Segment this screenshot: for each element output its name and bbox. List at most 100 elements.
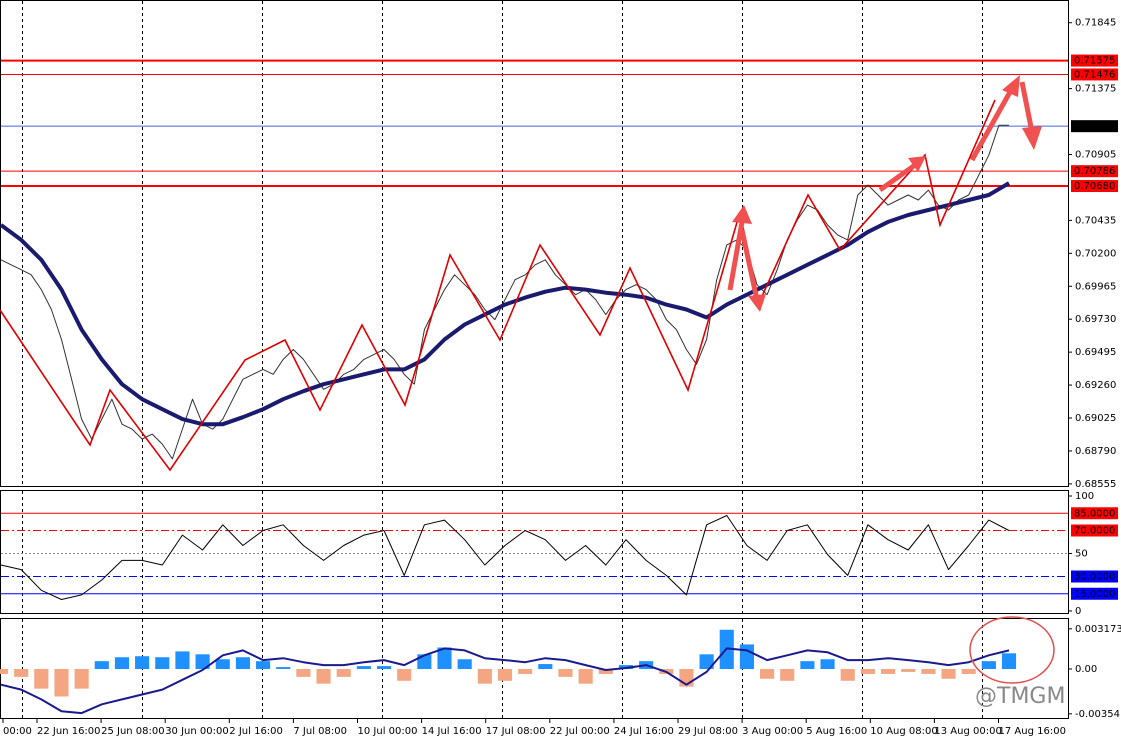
histogram-bar	[840, 669, 855, 681]
level-label: 85.0000	[1074, 508, 1115, 519]
histogram-bar	[780, 669, 795, 681]
x-tick-label: 2 Jul 16:00	[229, 726, 283, 737]
y-tick-label: 50	[1075, 549, 1088, 560]
histogram-bar	[155, 657, 170, 670]
x-tick-label: 17 Jul 08:00	[486, 726, 546, 737]
histogram-bar	[1001, 653, 1017, 670]
x-tick-label: 3 Aug 00:00	[742, 726, 803, 737]
level-label-box	[1071, 180, 1118, 193]
level-label: 0.71107	[1074, 121, 1115, 132]
level-label: 70.0000	[1074, 526, 1115, 537]
x-tick-label: 29 Jul 08:00	[678, 726, 738, 737]
level-label-box	[1071, 54, 1118, 67]
histogram-bar	[135, 656, 150, 670]
y-tick-label: 0.69965	[1075, 281, 1116, 292]
highlight-circle	[969, 616, 1055, 684]
histogram-bar	[215, 659, 230, 670]
y-tick-label: 0.00	[1075, 664, 1097, 675]
series-line	[0, 647, 1010, 715]
histogram-bar	[256, 661, 271, 670]
x-tick-label: 00:00	[3, 726, 32, 737]
y-tick-label: 0.69730	[1075, 314, 1116, 325]
histogram-bar	[760, 669, 775, 679]
histogram-bar	[901, 669, 916, 672]
histogram-bar	[941, 669, 956, 679]
histogram-bar	[538, 664, 553, 670]
histogram-bar	[336, 669, 351, 677]
arrowhead	[908, 156, 926, 172]
y-tick-label: 0.71845	[1075, 18, 1116, 29]
y-tick-label: 0.69025	[1075, 413, 1116, 424]
histogram-bar	[880, 669, 896, 674]
histogram-bar	[296, 669, 311, 677]
level-label-box	[1071, 120, 1118, 133]
x-tick-label: 7 Jul 08:00	[293, 726, 347, 737]
level-label: 30.0000	[1074, 572, 1115, 583]
y-tick-label: 0.68555	[1075, 479, 1116, 490]
arrow	[878, 162, 917, 193]
histogram-bar	[860, 669, 875, 674]
x-tick-label: 10 Jul 00:00	[358, 726, 418, 737]
histogram-bar	[0, 669, 9, 674]
x-tick-label: 17 Aug 16:00	[999, 726, 1066, 737]
histogram-bar	[276, 667, 291, 670]
histogram-bar	[356, 666, 371, 670]
macd-panel-frame	[0, 618, 1069, 719]
histogram-bar	[800, 661, 815, 670]
histogram-bar	[820, 659, 835, 670]
arrow	[739, 229, 760, 301]
histogram-bar	[739, 644, 754, 670]
arrowhead	[748, 294, 766, 312]
histogram-bar	[417, 654, 432, 670]
oscillator-panel-frame	[0, 490, 1069, 614]
level-label-box	[1071, 507, 1118, 520]
histogram-bar	[94, 661, 109, 670]
x-tick-label: 10 Aug 08:00	[870, 726, 937, 737]
histogram-bar	[518, 669, 533, 674]
y-tick-label: 0.0031736	[1075, 624, 1121, 635]
y-tick-label: 0.70905	[1075, 149, 1116, 160]
histogram-bar	[437, 647, 452, 670]
x-tick-label: 13 Aug 00:00	[934, 726, 1001, 737]
x-tick-label: 25 Jun 08:00	[101, 726, 165, 737]
histogram-bar	[497, 669, 513, 681]
zigzag-annotation	[0, 99, 996, 472]
level-label: 0.71476	[1074, 69, 1115, 80]
series-line	[0, 515, 1010, 600]
level-label-box	[1071, 570, 1118, 583]
series-line	[0, 124, 1009, 460]
arrow	[1019, 81, 1035, 133]
level-label: 0.70680	[1074, 181, 1115, 192]
y-tick-label: 0.70435	[1075, 215, 1116, 226]
histogram-bar	[961, 669, 976, 674]
price-panel-frame	[0, 0, 1069, 487]
histogram-bar	[316, 669, 331, 684]
y-tick-label: -0.003541	[1075, 709, 1121, 720]
y-tick-label: 0.71375	[1075, 84, 1116, 95]
histogram-bar	[235, 657, 250, 670]
histogram-bar	[195, 654, 210, 670]
y-tick-label: 0.69495	[1075, 347, 1116, 358]
x-tick-label: 22 Jun 16:00	[37, 726, 101, 737]
histogram-bar	[34, 669, 49, 689]
level-label: 15.0000	[1074, 589, 1115, 600]
y-tick-label: 100	[1075, 491, 1094, 502]
level-label: 0.71575	[1074, 56, 1115, 67]
arrowhead	[732, 205, 752, 224]
level-label-box	[1071, 587, 1118, 600]
x-tick-label: 24 Jul 16:00	[614, 726, 674, 737]
arrowhead	[1022, 126, 1042, 150]
histogram-bar	[477, 669, 492, 684]
arrows	[727, 75, 1042, 312]
histogram-bar	[397, 669, 412, 681]
x-tick-label: 14 Jul 16:00	[422, 726, 482, 737]
y-tick-label: 0.69260	[1075, 380, 1116, 391]
histogram-bar	[74, 669, 89, 689]
arrowhead	[1002, 75, 1020, 97]
histogram-bar	[14, 669, 29, 677]
histogram-bar	[598, 669, 613, 674]
x-tick-label: 22 Jul 00:00	[550, 726, 610, 737]
y-tick-label: 0	[1075, 606, 1081, 617]
level-label-box	[1071, 524, 1118, 537]
